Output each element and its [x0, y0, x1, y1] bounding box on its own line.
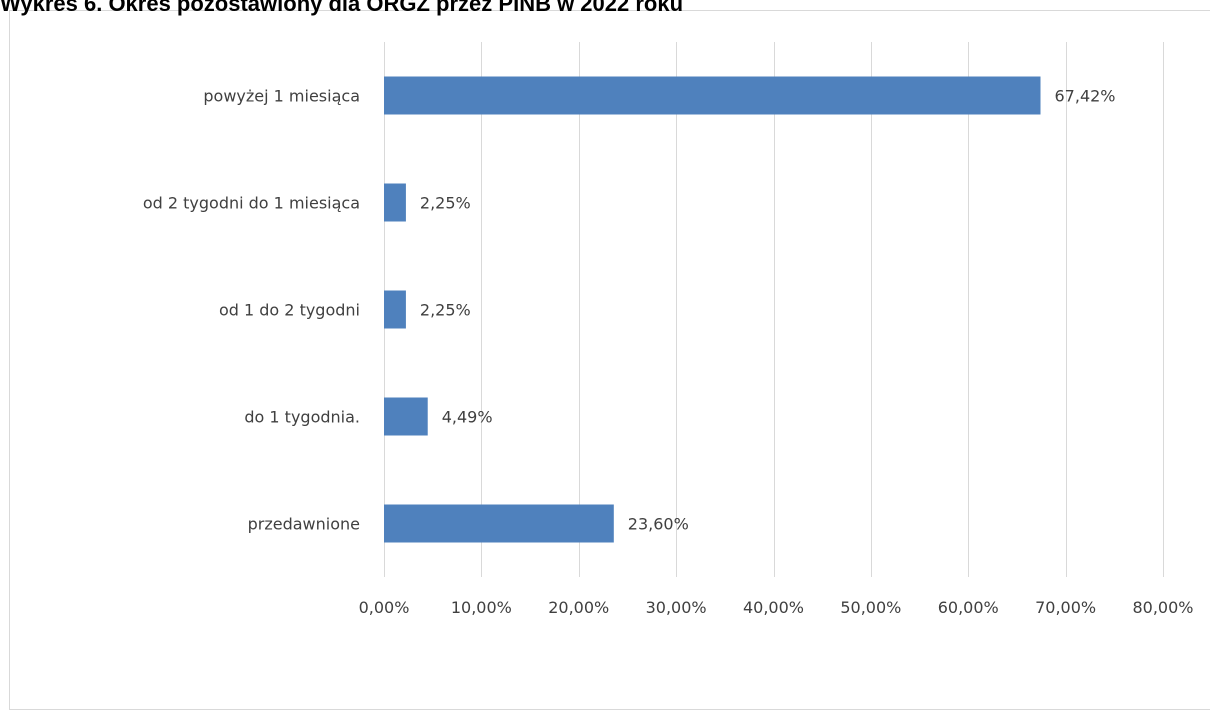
bar-chart: 67,42% 2,25% 2,25% 4,49% 23,60% powyżej 1 mi…	[143, 42, 1194, 617]
category-label: do 1 tygodnia.	[244, 408, 360, 427]
x-tick-label: 70,00%	[1035, 598, 1096, 617]
bar	[384, 183, 406, 222]
category-label: od 2 tygodni do 1 miesiąca	[143, 194, 360, 213]
data-label: 2,25%	[420, 194, 471, 213]
x-tick-labels: 0,00% 10,00% 20,00% 30,00% 40,00% 50,00% 60,00…	[359, 598, 1194, 617]
data-label: 2,25%	[420, 301, 471, 320]
bar	[384, 76, 1041, 115]
data-label: 23,60%	[628, 515, 689, 534]
x-tick-label: 10,00%	[451, 598, 512, 617]
bar	[384, 397, 428, 436]
category-label: przedawnione	[248, 515, 360, 534]
category-label: powyżej 1 miesiąca	[203, 87, 360, 106]
data-label: 4,49%	[442, 408, 493, 427]
category-label: od 1 do 2 tygodni	[219, 301, 360, 320]
category-labels: powyżej 1 miesiąca od 2 tygodni do 1 mies…	[143, 87, 360, 534]
x-tick-label: 60,00%	[938, 598, 999, 617]
data-label: 67,42%	[1055, 87, 1116, 106]
x-tick-label: 0,00%	[359, 598, 410, 617]
x-tick-label: 50,00%	[840, 598, 901, 617]
bar	[384, 504, 614, 543]
gridlines	[384, 42, 1164, 577]
bars	[384, 76, 1041, 543]
x-tick-label: 80,00%	[1132, 598, 1193, 617]
data-labels: 67,42% 2,25% 2,25% 4,49% 23,60%	[420, 87, 1116, 534]
x-tick-label: 30,00%	[646, 598, 707, 617]
chart-title: Wykres 6. Okres pozostawiony dla ORGZ pr…	[0, 0, 684, 16]
x-tick-label: 40,00%	[743, 598, 804, 617]
bar	[384, 290, 406, 329]
x-tick-label: 20,00%	[548, 598, 609, 617]
